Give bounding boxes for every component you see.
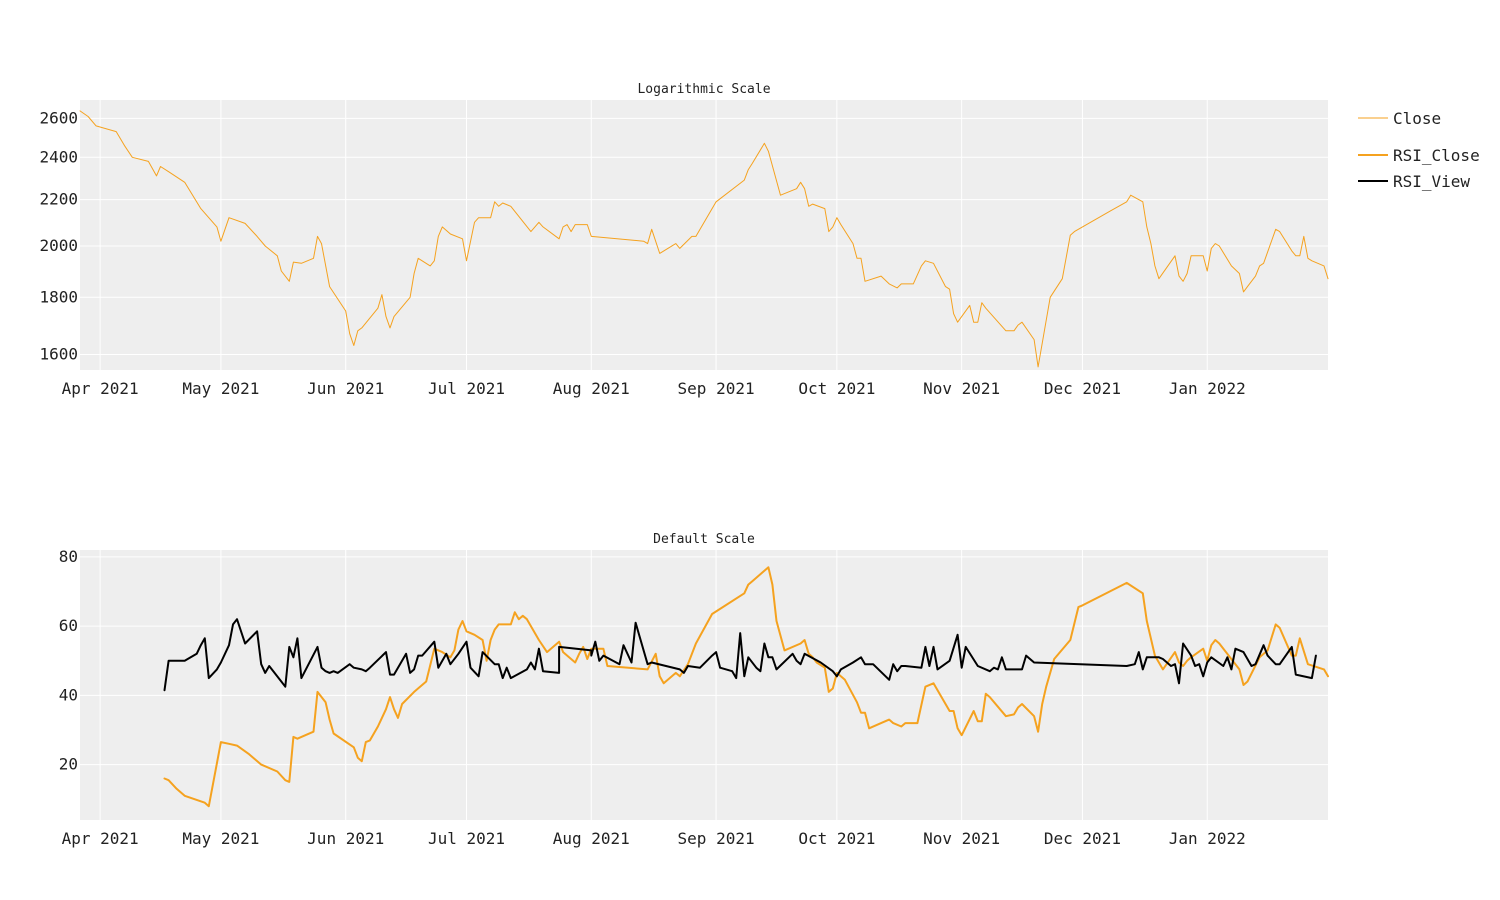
default-scale-panel: Default Scale Apr 2021 May 2021 Jun 2021 Ju… [59,532,1329,848]
x-tick-label: Jun 2021 [307,379,384,398]
y-tick-label: 60 [59,616,78,635]
y-tick-label: 2400 [39,147,78,166]
log-scale-panel: Logarithmic Scale Apr 2021 May 2021 Jun 20… [39,82,1329,398]
series-line-rsi-view [163,618,1317,692]
log-panel-title: Logarithmic Scale [637,82,770,97]
legend: Close RSI_Close RSI_View [1358,109,1480,191]
x-tick-label: Jul 2021 [428,829,505,848]
x-tick-label: Dec 2021 [1044,829,1121,848]
x-tick-label: Aug 2021 [553,829,630,848]
x-tick-label: Aug 2021 [553,379,630,398]
x-tick-label: Jan 2022 [1169,379,1246,398]
x-tick-label: Apr 2021 [62,829,139,848]
series-line-close [79,110,1329,368]
legend-label-close: Close [1393,109,1441,128]
x-tick-label: Oct 2021 [798,829,875,848]
x-tick-label: May 2021 [182,829,259,848]
plot-area [80,100,1328,370]
x-tick-label: Nov 2021 [923,379,1000,398]
y-tick-label: 1600 [39,345,78,364]
legend-label-rsi-view: RSI_View [1393,172,1470,191]
x-tick-label: Jan 2022 [1169,829,1246,848]
y-tick-label: 2000 [39,236,78,255]
x-tick-label: Jun 2021 [307,829,384,848]
x-tick-label: Sep 2021 [678,379,755,398]
series-line-rsi-close [163,566,1329,808]
y-tick-label: 20 [59,755,78,774]
x-tick-label: Dec 2021 [1044,379,1121,398]
x-tick-label: Apr 2021 [62,379,139,398]
x-tick-label: Sep 2021 [678,829,755,848]
x-tick-label: Oct 2021 [798,379,875,398]
y-tick-label: 80 [59,547,78,566]
y-tick-label: 2200 [39,190,78,209]
x-tick-label: May 2021 [182,379,259,398]
y-tick-label: 1800 [39,287,78,306]
x-tick-label: Nov 2021 [923,829,1000,848]
plot-area [80,550,1328,820]
default-panel-title: Default Scale [653,532,755,547]
y-tick-label: 2600 [39,108,78,127]
y-tick-label: 40 [59,685,78,704]
x-tick-label: Jul 2021 [428,379,505,398]
legend-label-rsi-close: RSI_Close [1393,146,1480,165]
